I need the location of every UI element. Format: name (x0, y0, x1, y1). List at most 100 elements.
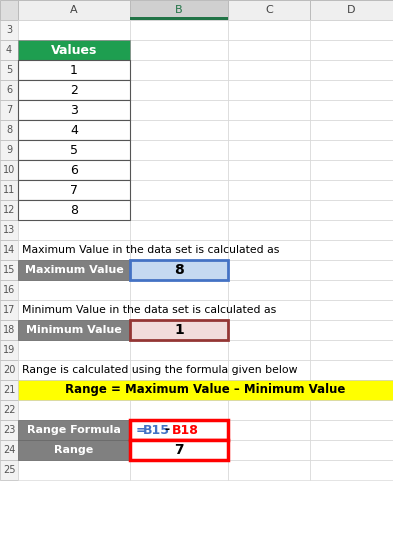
Text: 4: 4 (6, 45, 12, 55)
Text: 1: 1 (174, 323, 184, 337)
Bar (18, 320, 130, 340)
Bar (130, 400, 228, 420)
Bar (130, 260, 228, 280)
Text: 5: 5 (6, 65, 12, 75)
Bar (18, 200, 130, 220)
Bar (0, 440, 18, 460)
Bar (130, 180, 228, 200)
Bar (130, 0, 228, 20)
Bar (130, 340, 228, 360)
Bar (310, 0, 393, 20)
Bar (130, 200, 228, 220)
Bar (130, 80, 228, 100)
Text: 19: 19 (3, 345, 15, 355)
Bar (228, 160, 310, 180)
Bar (18, 400, 130, 420)
Text: B: B (175, 5, 183, 15)
Text: C: C (265, 5, 273, 15)
Text: 21: 21 (3, 385, 15, 395)
Bar (310, 360, 393, 380)
Text: 18: 18 (3, 325, 15, 335)
Text: 8: 8 (70, 203, 78, 217)
Bar (228, 20, 310, 40)
Bar (0, 220, 18, 240)
Bar (310, 280, 393, 300)
Text: 7: 7 (6, 105, 12, 115)
Text: 11: 11 (3, 185, 15, 195)
Bar (228, 300, 310, 320)
Bar (18, 260, 130, 280)
Bar (228, 260, 310, 280)
Bar (228, 280, 310, 300)
Bar (228, 40, 310, 60)
Bar (0, 400, 18, 420)
Bar (18, 460, 130, 480)
Text: B18: B18 (172, 423, 199, 437)
Bar (18, 60, 130, 80)
Text: 25: 25 (3, 465, 15, 475)
Bar (228, 220, 310, 240)
Bar (0, 420, 18, 440)
Bar (130, 440, 228, 460)
Bar (0, 280, 18, 300)
Bar (228, 320, 310, 340)
Text: 10: 10 (3, 165, 15, 175)
Bar (18, 440, 130, 460)
Bar (310, 320, 393, 340)
Text: 13: 13 (3, 225, 15, 235)
Bar (130, 260, 228, 280)
Bar (228, 80, 310, 100)
Bar (18, 40, 130, 60)
Bar (228, 0, 310, 20)
Bar (18, 140, 130, 160)
Bar (228, 460, 310, 480)
Bar (130, 60, 228, 80)
Text: Range = Maximum Value – Minimum Value: Range = Maximum Value – Minimum Value (65, 384, 346, 397)
Bar (0, 320, 18, 340)
Bar (310, 260, 393, 280)
Bar (310, 220, 393, 240)
Bar (0, 200, 18, 220)
Bar (18, 420, 130, 440)
Bar (310, 240, 393, 260)
Bar (310, 380, 393, 400)
Bar (130, 20, 228, 40)
Text: 16: 16 (3, 285, 15, 295)
Text: B15: B15 (143, 423, 170, 437)
Bar (18, 160, 130, 180)
Text: 7: 7 (70, 183, 78, 197)
Text: Values: Values (51, 43, 97, 56)
Bar (130, 120, 228, 140)
Bar (0, 180, 18, 200)
Bar (0, 300, 18, 320)
Text: 15: 15 (3, 265, 15, 275)
Bar (310, 340, 393, 360)
Bar (18, 440, 130, 460)
Bar (130, 280, 228, 300)
Bar (310, 180, 393, 200)
Bar (18, 360, 130, 380)
Text: 8: 8 (174, 263, 184, 277)
Text: 17: 17 (3, 305, 15, 315)
Text: 1: 1 (70, 63, 78, 76)
Bar (0, 60, 18, 80)
Bar (310, 80, 393, 100)
Bar (18, 420, 130, 440)
Text: 24: 24 (3, 445, 15, 455)
Text: 3: 3 (70, 104, 78, 116)
Text: Range Formula: Range Formula (27, 425, 121, 435)
Bar (130, 460, 228, 480)
Bar (228, 400, 310, 420)
Bar (18, 100, 130, 120)
Bar (18, 340, 130, 360)
Bar (310, 440, 393, 460)
Bar (18, 320, 130, 340)
Bar (310, 400, 393, 420)
Bar (18, 40, 130, 60)
Bar (18, 240, 130, 260)
Bar (0, 380, 18, 400)
Text: 22: 22 (3, 405, 15, 415)
Bar (228, 360, 310, 380)
Bar (18, 140, 130, 160)
Text: Maximum Value in the data set is calculated as: Maximum Value in the data set is calcula… (22, 245, 279, 255)
